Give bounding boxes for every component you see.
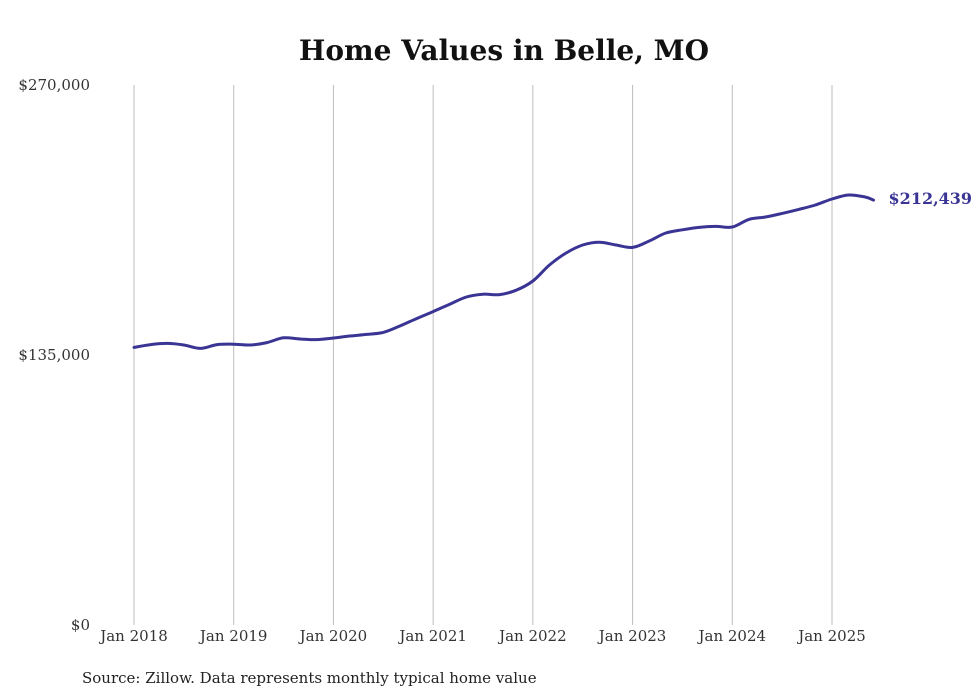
source-note: Source: Zillow. Data represents monthly … [82, 669, 537, 687]
x-axis-ticks: Jan 2018 Jan 2019 Jan 2020 Jan 2021 Jan 2022… [98, 627, 866, 645]
x-tick-label: Jan 2023 [597, 627, 667, 645]
series-line [132, 193, 876, 350]
gridlines [133, 85, 833, 625]
chart-title: Home Values in Belle, MO [299, 34, 709, 67]
y-axis-ticks: $0 $135,000 $270,000 [18, 76, 90, 634]
x-tick-label: Jan 2025 [796, 627, 866, 645]
y-tick-label: $0 [71, 616, 90, 634]
y-tick-label: $135,000 [18, 346, 90, 364]
x-tick-label: Jan 2019 [198, 627, 268, 645]
x-tick-label: Jan 2020 [298, 627, 368, 645]
x-tick-label: Jan 2021 [397, 627, 467, 645]
x-tick-label: Jan 2024 [697, 627, 767, 645]
y-tick-label: $270,000 [18, 76, 90, 94]
end-value-label: $212,439 [889, 189, 973, 208]
x-tick-label: Jan 2022 [497, 627, 567, 645]
x-tick-label: Jan 2018 [98, 627, 168, 645]
series-layer: $212,439 [132, 189, 973, 350]
